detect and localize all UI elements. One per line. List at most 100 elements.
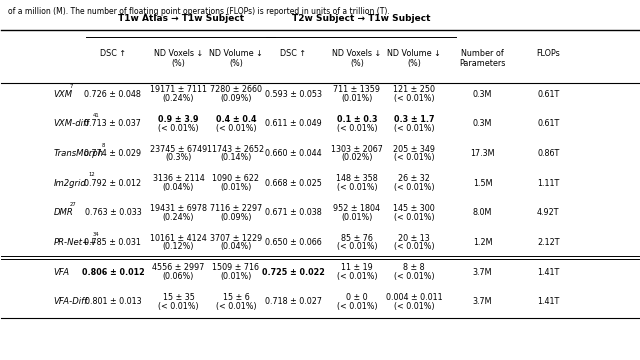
Text: 3.7M: 3.7M	[473, 268, 492, 277]
Text: (0.12%): (0.12%)	[163, 242, 195, 251]
Text: 10161 ± 4124: 10161 ± 4124	[150, 234, 207, 243]
Text: 121 ± 250: 121 ± 250	[394, 85, 435, 94]
Text: 3136 ± 2114: 3136 ± 2114	[153, 175, 204, 184]
Text: 11 ± 19: 11 ± 19	[341, 264, 373, 273]
Text: (< 0.01%): (< 0.01%)	[337, 124, 377, 133]
Text: (< 0.01%): (< 0.01%)	[216, 302, 256, 311]
Text: 0.806 ± 0.012: 0.806 ± 0.012	[81, 268, 144, 277]
Text: 2.12T: 2.12T	[537, 238, 559, 247]
Text: 7280 ± 2660: 7280 ± 2660	[210, 85, 262, 94]
Text: 1.5M: 1.5M	[473, 179, 492, 188]
Text: 0.86T: 0.86T	[537, 149, 559, 158]
Text: 0.671 ± 0.038: 0.671 ± 0.038	[265, 208, 322, 217]
Text: 0.763 ± 0.033: 0.763 ± 0.033	[84, 208, 141, 217]
Text: 1090 ± 622: 1090 ± 622	[212, 175, 259, 184]
Text: T2w Subject → T1w Subject: T2w Subject → T1w Subject	[292, 14, 430, 23]
Text: 17.3M: 17.3M	[470, 149, 495, 158]
Text: (0.01%): (0.01%)	[341, 94, 372, 103]
Text: ND Voxels ↓
(%): ND Voxels ↓ (%)	[154, 49, 203, 68]
Text: Im2grid: Im2grid	[54, 179, 86, 188]
Text: 15 ± 35: 15 ± 35	[163, 293, 195, 302]
Text: (0.24%): (0.24%)	[163, 213, 195, 222]
Text: 41: 41	[93, 113, 100, 118]
Text: (0.04%): (0.04%)	[163, 183, 194, 192]
Text: 8: 8	[102, 143, 106, 148]
Text: 4556 ± 2997: 4556 ± 2997	[152, 264, 205, 273]
Text: (0.3%): (0.3%)	[165, 153, 192, 162]
Text: 0.725 ± 0.022: 0.725 ± 0.022	[262, 268, 324, 277]
Text: (< 0.01%): (< 0.01%)	[394, 183, 435, 192]
Text: 19431 ± 6978: 19431 ± 6978	[150, 204, 207, 213]
Text: 0.785 ± 0.031: 0.785 ± 0.031	[84, 238, 141, 247]
Text: 4.92T: 4.92T	[537, 208, 559, 217]
Text: (< 0.01%): (< 0.01%)	[394, 302, 435, 311]
Text: 0.660 ± 0.044: 0.660 ± 0.044	[265, 149, 321, 158]
Text: 0.61T: 0.61T	[537, 120, 559, 129]
Text: (< 0.01%): (< 0.01%)	[394, 242, 435, 251]
Text: 7: 7	[70, 84, 74, 89]
Text: (0.06%): (0.06%)	[163, 272, 194, 281]
Text: (< 0.01%): (< 0.01%)	[158, 302, 199, 311]
Text: 0.004 ± 0.011: 0.004 ± 0.011	[386, 293, 443, 302]
Text: (< 0.01%): (< 0.01%)	[158, 124, 199, 133]
Text: 0.3 ± 1.7: 0.3 ± 1.7	[394, 115, 435, 124]
Text: 12: 12	[88, 172, 95, 177]
Text: 11743 ± 2652: 11743 ± 2652	[207, 145, 264, 154]
Text: (< 0.01%): (< 0.01%)	[337, 242, 377, 251]
Text: 26 ± 32: 26 ± 32	[398, 175, 430, 184]
Text: DSC ↑: DSC ↑	[100, 49, 126, 58]
Text: 0.792 ± 0.012: 0.792 ± 0.012	[84, 179, 141, 188]
Text: (0.01%): (0.01%)	[341, 213, 372, 222]
Text: 3707 ± 1229: 3707 ± 1229	[210, 234, 262, 243]
Text: T1w Atlas → T1w Subject: T1w Atlas → T1w Subject	[118, 14, 244, 23]
Text: (0.24%): (0.24%)	[163, 94, 195, 103]
Text: DMR: DMR	[54, 208, 74, 217]
Text: 0 ± 0: 0 ± 0	[346, 293, 368, 302]
Text: 205 ± 349: 205 ± 349	[394, 145, 435, 154]
Text: 20 ± 13: 20 ± 13	[399, 234, 430, 243]
Text: 0.611 ± 0.049: 0.611 ± 0.049	[265, 120, 322, 129]
Text: 0.713 ± 0.037: 0.713 ± 0.037	[84, 120, 141, 129]
Text: 1303 ± 2067: 1303 ± 2067	[331, 145, 383, 154]
Text: (0.01%): (0.01%)	[220, 183, 252, 192]
Text: (0.09%): (0.09%)	[220, 94, 252, 103]
Text: 1.41T: 1.41T	[537, 268, 559, 277]
Text: 0.61T: 0.61T	[537, 90, 559, 99]
Text: (< 0.01%): (< 0.01%)	[394, 153, 435, 162]
Text: DSC ↑: DSC ↑	[280, 49, 307, 58]
Text: ND Voxels ↓
(%): ND Voxels ↓ (%)	[332, 49, 381, 68]
Text: (0.09%): (0.09%)	[220, 213, 252, 222]
Text: 0.668 ± 0.025: 0.668 ± 0.025	[265, 179, 322, 188]
Text: (0.01%): (0.01%)	[220, 272, 252, 281]
Text: TransMorph: TransMorph	[54, 149, 104, 158]
Text: (< 0.01%): (< 0.01%)	[337, 183, 377, 192]
Text: (0.14%): (0.14%)	[220, 153, 252, 162]
Text: VXM-diff: VXM-diff	[54, 120, 90, 129]
Text: 0.801 ± 0.013: 0.801 ± 0.013	[84, 297, 141, 306]
Text: 0.650 ± 0.066: 0.650 ± 0.066	[265, 238, 322, 247]
Text: 1.11T: 1.11T	[537, 179, 559, 188]
Text: 1509 ± 716: 1509 ± 716	[212, 264, 259, 273]
Text: (< 0.01%): (< 0.01%)	[394, 124, 435, 133]
Text: of a million (M). The number of floating point operations (FLOPs) is reported in: of a million (M). The number of floating…	[8, 7, 390, 16]
Text: ND Volume ↓
(%): ND Volume ↓ (%)	[209, 49, 263, 68]
Text: VFA-Diff: VFA-Diff	[54, 297, 88, 306]
Text: 8.0M: 8.0M	[473, 208, 492, 217]
Text: VXM: VXM	[54, 90, 73, 99]
Text: 145 ± 300: 145 ± 300	[394, 204, 435, 213]
Text: (< 0.01%): (< 0.01%)	[394, 94, 435, 103]
Text: VFA: VFA	[54, 268, 70, 277]
Text: ND Volume ↓
(%): ND Volume ↓ (%)	[387, 49, 441, 68]
Text: 0.4 ± 0.4: 0.4 ± 0.4	[216, 115, 256, 124]
Text: 952 ± 1804: 952 ± 1804	[333, 204, 380, 213]
Text: Number of
Parameters: Number of Parameters	[460, 49, 506, 68]
Text: 7116 ± 2297: 7116 ± 2297	[210, 204, 262, 213]
Text: (< 0.01%): (< 0.01%)	[216, 124, 256, 133]
Text: 1.2M: 1.2M	[473, 238, 492, 247]
Text: 0.3M: 0.3M	[473, 90, 492, 99]
Text: 0.718 ± 0.027: 0.718 ± 0.027	[265, 297, 322, 306]
Text: 34: 34	[93, 232, 99, 237]
Text: 148 ± 358: 148 ± 358	[336, 175, 378, 184]
Text: (0.04%): (0.04%)	[220, 242, 252, 251]
Text: 27: 27	[70, 202, 77, 207]
